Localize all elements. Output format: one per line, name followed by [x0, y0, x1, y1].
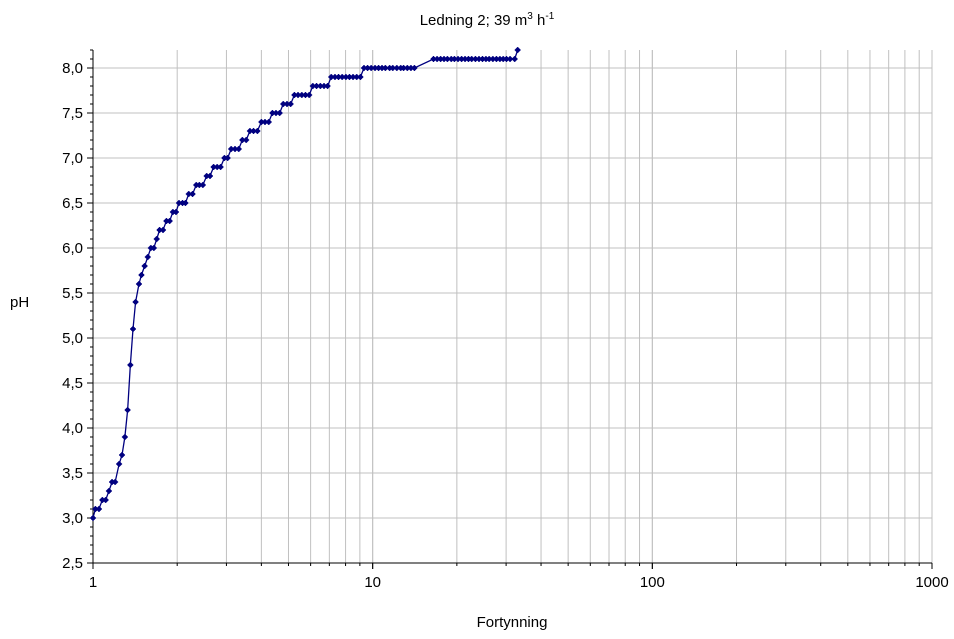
data-point	[305, 91, 313, 99]
y-axis-title: pH	[10, 294, 29, 311]
data-point	[150, 244, 158, 252]
y-tick-label: 4,5	[62, 375, 83, 392]
data-series	[89, 46, 522, 522]
data-point	[276, 109, 284, 117]
data-point	[102, 496, 110, 504]
data-point	[89, 514, 97, 522]
data-point	[126, 361, 134, 369]
x-tick-label: 1	[89, 574, 97, 591]
data-point	[105, 487, 113, 495]
x-tick-label: 10	[364, 574, 381, 591]
data-point	[357, 73, 364, 81]
data-point	[111, 478, 119, 486]
data-point	[242, 136, 250, 144]
data-point	[514, 46, 522, 54]
data-point	[235, 145, 243, 153]
data-point	[144, 253, 152, 261]
x-axis-title: Fortynning	[477, 614, 548, 631]
data-point	[199, 181, 207, 189]
data-point	[115, 460, 123, 468]
data-point	[254, 127, 261, 135]
y-tick-label: 6,0	[62, 240, 83, 257]
axes: 1 10 100 1000 2,5 3,0 3,5 4,0 4,5 5,0 5,5 6,0 6,5 7,0…	[62, 49, 949, 591]
data-point	[138, 271, 145, 279]
data-point	[132, 298, 139, 306]
data-point	[182, 199, 189, 207]
data-point	[506, 55, 514, 63]
data-point	[124, 406, 131, 414]
chart-title: Ledning 2; 39 m3 h-1	[420, 11, 555, 29]
x-tick-label: 100	[640, 574, 665, 591]
data-point	[324, 82, 331, 90]
data-point	[153, 235, 161, 243]
data-point	[265, 118, 273, 126]
y-tick-label: 8,0	[62, 60, 83, 77]
data-point	[159, 226, 167, 234]
y-tick-label: 5,5	[62, 285, 83, 302]
data-point	[217, 163, 224, 171]
y-tick-label: 7,0	[62, 150, 83, 167]
data-point	[206, 172, 214, 180]
data-point	[411, 64, 418, 72]
data-point	[129, 325, 137, 333]
y-tick-label: 6,5	[62, 195, 83, 212]
data-point	[95, 505, 103, 513]
data-point	[287, 100, 294, 108]
data-point	[189, 190, 196, 198]
data-point	[172, 208, 180, 216]
x-tick-label: 1000	[915, 574, 948, 591]
y-tick-label: 3,0	[62, 510, 83, 527]
y-tick-label: 4,0	[62, 420, 83, 437]
data-point	[511, 55, 519, 63]
data-point	[135, 280, 143, 288]
y-tick-label: 3,5	[62, 465, 83, 482]
y-tick-label: 7,5	[62, 105, 83, 122]
data-point	[141, 262, 149, 270]
y-tick-label: 2,5	[62, 555, 83, 572]
data-point	[224, 154, 231, 162]
data-point	[118, 451, 126, 459]
y-tick-label: 5,0	[62, 330, 83, 347]
data-point	[166, 217, 174, 225]
data-point	[121, 433, 129, 441]
